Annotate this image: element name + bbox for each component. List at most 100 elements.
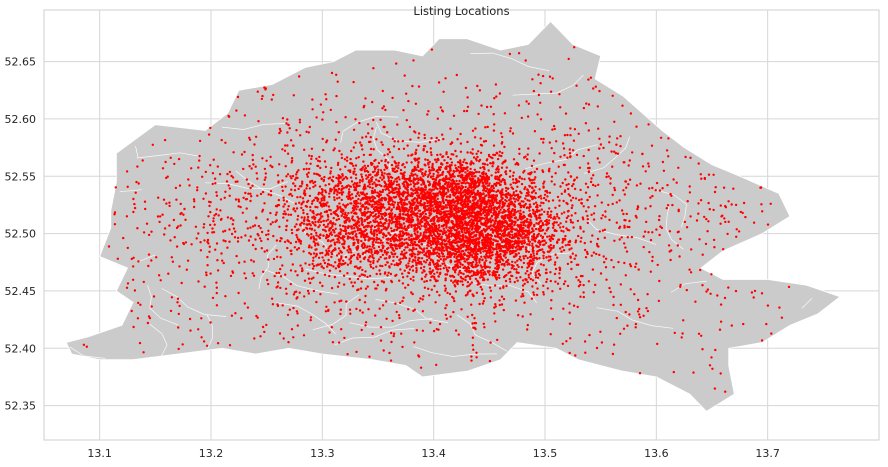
listing-point <box>330 264 333 267</box>
listing-point <box>402 243 405 246</box>
listing-point <box>560 229 563 232</box>
listing-point <box>487 178 491 181</box>
listing-point <box>379 176 382 179</box>
listing-point <box>411 292 414 296</box>
listing-point <box>422 174 425 178</box>
listing-point <box>474 192 478 196</box>
listing-point <box>303 189 306 192</box>
listing-point <box>363 246 366 249</box>
listing-point <box>458 179 461 183</box>
listing-point <box>529 277 532 281</box>
listing-point <box>290 252 293 256</box>
listing-point <box>290 228 293 232</box>
listing-point <box>467 221 470 224</box>
listing-point <box>466 293 469 296</box>
listing-point <box>475 233 478 237</box>
listing-point <box>313 229 316 232</box>
listing-point <box>387 200 390 204</box>
listing-point <box>414 159 417 162</box>
listing-point <box>518 255 522 258</box>
listing-point <box>495 190 498 193</box>
listing-point <box>384 234 388 238</box>
listing-point <box>474 251 478 254</box>
listing-point <box>524 272 527 275</box>
district-boundary <box>470 52 550 72</box>
listing-point <box>335 193 339 196</box>
listing-point <box>361 252 364 256</box>
listing-point <box>478 225 482 229</box>
district-boundary <box>586 218 657 245</box>
listing-point <box>496 240 500 243</box>
listing-point <box>435 160 438 164</box>
listing-point <box>558 199 561 202</box>
listing-point <box>427 184 431 187</box>
listing-point <box>360 175 364 179</box>
listing-point <box>364 270 367 273</box>
listing-point <box>496 270 499 274</box>
listing-point <box>412 211 415 214</box>
listing-point <box>342 259 345 262</box>
listing-point <box>475 244 478 247</box>
listing-point <box>408 259 411 263</box>
listing-point <box>501 197 504 200</box>
listing-point <box>392 206 396 209</box>
listing-point <box>494 194 497 197</box>
listing-point <box>432 178 436 181</box>
listing-point <box>355 208 358 211</box>
listing-point <box>414 244 418 247</box>
listing-point <box>582 283 585 287</box>
listing-point <box>478 216 481 219</box>
listing-point <box>341 212 344 216</box>
listing-point <box>203 285 206 288</box>
listing-point <box>509 252 512 256</box>
listing-point <box>228 187 231 190</box>
listing-point <box>360 239 363 243</box>
listing-point <box>242 196 245 199</box>
listing-point <box>540 219 543 223</box>
listing-point <box>455 229 458 232</box>
listing-point <box>422 249 425 252</box>
listing-point <box>449 209 452 213</box>
listing-point <box>272 234 275 238</box>
listing-point <box>419 266 423 270</box>
listing-point <box>534 201 538 204</box>
listing-point <box>439 166 443 169</box>
listing-point <box>464 223 468 226</box>
listing-point <box>434 205 437 209</box>
listing-point <box>451 247 454 251</box>
listing-point <box>278 131 281 135</box>
listing-point <box>600 201 603 204</box>
listing-point <box>460 230 464 234</box>
listing-point <box>489 162 492 165</box>
listing-point <box>312 212 315 215</box>
listing-point <box>471 202 474 206</box>
listing-point <box>444 181 448 184</box>
listing-point <box>513 223 516 227</box>
listing-point <box>414 227 417 230</box>
listing-point <box>444 204 448 207</box>
listing-point <box>494 235 497 238</box>
listing-point <box>308 227 312 230</box>
listing-point <box>420 183 423 186</box>
listing-point <box>168 204 171 208</box>
listing-point <box>476 280 480 283</box>
listing-point <box>442 227 445 230</box>
listing-point <box>454 263 457 267</box>
listing-point <box>365 233 368 236</box>
listing-point <box>543 232 547 235</box>
listing-point <box>519 259 523 262</box>
listing-point <box>302 250 305 253</box>
listing-point <box>239 205 242 209</box>
listing-point <box>464 239 467 243</box>
listing-point <box>398 201 402 204</box>
listing-point <box>360 235 363 238</box>
listing-point <box>449 127 452 130</box>
listing-point <box>513 267 516 271</box>
listing-point <box>569 218 572 222</box>
listing-point <box>409 244 412 247</box>
district-boundary <box>584 136 631 174</box>
listing-point <box>354 164 358 167</box>
listing-point <box>403 248 406 252</box>
listing-point <box>283 210 286 213</box>
